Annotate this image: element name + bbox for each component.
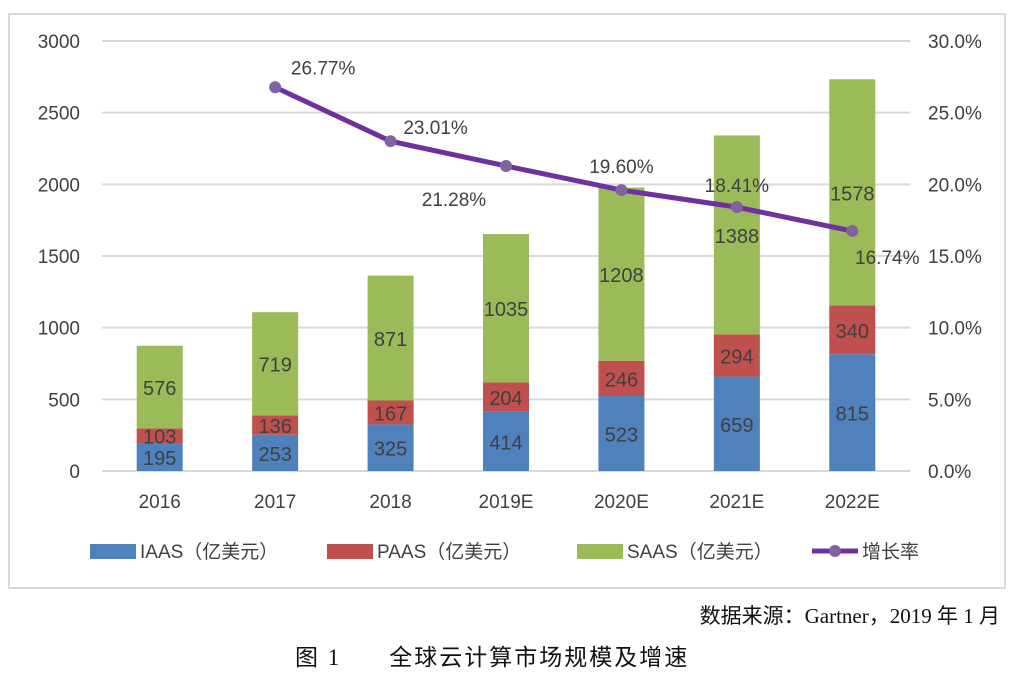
bar-data-label: 414 — [489, 432, 522, 454]
growth-rate-label: 21.28% — [422, 190, 487, 211]
bar-data-label: 1208 — [599, 265, 644, 287]
legend-label: IAAS（亿美元） — [140, 541, 278, 563]
bar-segment — [829, 354, 876, 471]
legend-label: 增长率 — [862, 541, 919, 563]
figure-title: 全球云计算市场规模及增速 — [389, 645, 690, 670]
bar-segment — [598, 187, 645, 361]
figure-caption: 图 1 全球云计算市场规模及增速 — [295, 638, 689, 672]
bar-data-label: 253 — [258, 444, 291, 466]
bar-data-label: 871 — [374, 329, 407, 351]
y-right-tick-label: 5.0% — [928, 390, 971, 411]
y-right-tick-label: 20.0% — [928, 175, 982, 196]
bar-data-label: 136 — [258, 416, 291, 438]
bar-data-label: 246 — [605, 369, 638, 391]
bar-data-label: 1578 — [830, 183, 875, 205]
y-right-tick-label: 10.0% — [928, 319, 982, 340]
bar-segment — [252, 434, 299, 471]
bar-data-label: 204 — [489, 388, 522, 410]
legend-marker — [829, 545, 841, 557]
bar-data-label: 325 — [374, 439, 407, 461]
bar-segment — [367, 275, 414, 401]
legend-label: SAAS（亿美元） — [627, 541, 773, 563]
bar-data-label: 719 — [258, 355, 291, 377]
bar-segment — [367, 400, 414, 425]
x-tick-label: 2021E — [709, 492, 764, 513]
x-tick-label: 2020E — [594, 492, 649, 513]
bar-data-label: 815 — [836, 404, 869, 426]
bar-segment — [136, 428, 183, 444]
growth-rate-marker — [384, 135, 397, 148]
bar-segment — [829, 305, 876, 355]
x-tick-label: 2016 — [139, 492, 181, 513]
bar-segment — [136, 345, 183, 429]
bar-segment — [136, 443, 183, 471]
bar-data-label: 294 — [720, 346, 753, 368]
bar-segment — [829, 79, 876, 306]
bar-segment — [252, 312, 299, 416]
bar-data-label: 167 — [374, 403, 407, 425]
stacked-bar-line-chart: 0 500 1000 1500 2000 2500 3000 0.0% 5.0% 10.0% 15.… — [38, 32, 982, 563]
x-tick-label: 2017 — [254, 492, 296, 513]
y-left-tick-label: 3000 — [38, 32, 80, 53]
growth-rate-marker — [500, 159, 512, 172]
legend-label: PAAS（亿美元） — [377, 541, 521, 563]
legend-swatch — [577, 544, 623, 559]
bar-data-label: 523 — [605, 425, 638, 447]
growth-rate-marker — [846, 225, 859, 238]
bar-data-label: 195 — [143, 448, 176, 470]
bar-segment — [483, 411, 529, 471]
growth-rate-label: 23.01% — [403, 118, 468, 139]
x-tick-label: 2018 — [369, 492, 411, 513]
growth-rate-marker — [269, 81, 282, 94]
bar-segment — [598, 396, 645, 471]
y-left-tick-label: 0 — [69, 462, 80, 483]
figure-number: 图 1 — [295, 645, 342, 670]
y-right-tick-label: 15.0% — [928, 247, 982, 268]
bar-data-label: 576 — [143, 378, 176, 400]
chart-frame — [8, 13, 1006, 589]
bar-segment — [598, 360, 645, 397]
bar-segment — [713, 376, 760, 471]
bar-segment — [367, 424, 414, 471]
y-left-tick-label: 1500 — [38, 247, 80, 268]
y-right-tick-label: 0.0% — [928, 462, 971, 483]
y-left-tick-label: 2000 — [38, 175, 80, 196]
y-left-tick-label: 2500 — [38, 104, 80, 125]
bar-data-label: 1035 — [484, 299, 529, 321]
bar-segment — [483, 382, 529, 412]
y-right-tick-label: 30.0% — [928, 32, 982, 53]
growth-rate-label: 26.77% — [291, 58, 356, 79]
data-source: 数据来源：Gartner，2019 年 1 月 — [699, 604, 1000, 628]
growth-rate-label: 19.60% — [589, 157, 654, 178]
bar-data-label: 1388 — [715, 226, 760, 248]
bar-segment — [713, 135, 760, 335]
x-tick-label: 2022E — [825, 492, 880, 513]
y-left-tick-label: 1000 — [38, 319, 80, 340]
y-right-tick-label: 25.0% — [928, 104, 982, 125]
legend-swatch — [90, 544, 136, 559]
bar-data-label: 340 — [836, 321, 869, 343]
growth-rate-marker — [615, 184, 628, 197]
growth-rate-label: 16.74% — [855, 248, 920, 269]
bar-segment — [483, 234, 529, 383]
bar-segment — [252, 415, 299, 435]
bar-data-label: 103 — [143, 427, 176, 449]
y-left-tick-label: 500 — [48, 390, 80, 411]
growth-rate-label: 18.41% — [705, 176, 770, 197]
growth-rate-marker — [730, 201, 743, 214]
bar-data-label: 659 — [720, 415, 753, 437]
x-tick-label: 2019E — [479, 492, 534, 513]
bar-segment — [713, 334, 760, 377]
legend-swatch — [327, 544, 373, 559]
growth-rate-line — [274, 85, 853, 234]
